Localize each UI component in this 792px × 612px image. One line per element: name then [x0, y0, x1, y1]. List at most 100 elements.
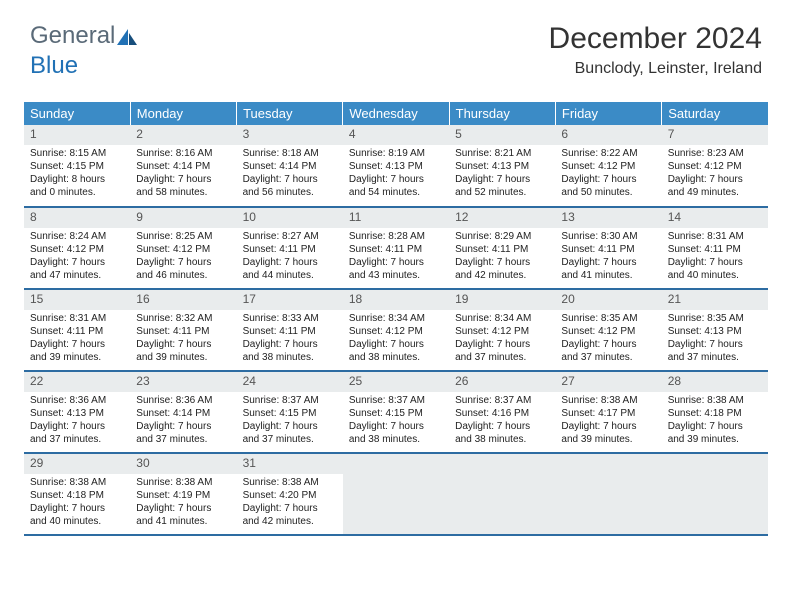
day-detail-line: Sunrise: 8:33 AM	[243, 312, 337, 325]
day-detail-line: Sunrise: 8:19 AM	[349, 147, 443, 160]
day-detail-line: and 41 minutes.	[561, 269, 655, 282]
day-detail-line: and 38 minutes.	[349, 433, 443, 446]
day-detail-line: and 41 minutes.	[136, 515, 230, 528]
day-detail-line: Sunset: 4:15 PM	[243, 407, 337, 420]
month-title: December 2024	[549, 22, 762, 56]
calendar-day-cell: 12Sunrise: 8:29 AMSunset: 4:11 PMDayligh…	[449, 207, 555, 289]
day-detail-line: and 42 minutes.	[455, 269, 549, 282]
day-detail-line: Sunset: 4:14 PM	[136, 407, 230, 420]
day-details: Sunrise: 8:37 AMSunset: 4:16 PMDaylight:…	[449, 392, 555, 450]
day-number: 8	[24, 208, 130, 228]
day-detail-line: Daylight: 7 hours	[136, 338, 230, 351]
day-number: 1	[24, 125, 130, 145]
day-details: Sunrise: 8:37 AMSunset: 4:15 PMDaylight:…	[237, 392, 343, 450]
day-details: Sunrise: 8:36 AMSunset: 4:14 PMDaylight:…	[130, 392, 236, 450]
calendar-day-cell: 26Sunrise: 8:37 AMSunset: 4:16 PMDayligh…	[449, 371, 555, 453]
day-number: 12	[449, 208, 555, 228]
day-detail-line: Daylight: 7 hours	[668, 338, 762, 351]
day-detail-line: Sunset: 4:12 PM	[349, 325, 443, 338]
day-details: Sunrise: 8:32 AMSunset: 4:11 PMDaylight:…	[130, 310, 236, 368]
day-detail-line: Sunset: 4:18 PM	[30, 489, 124, 502]
day-number: 29	[24, 454, 130, 474]
day-details: Sunrise: 8:16 AMSunset: 4:14 PMDaylight:…	[130, 145, 236, 203]
day-detail-line: and 39 minutes.	[561, 433, 655, 446]
day-detail-line: Sunrise: 8:31 AM	[30, 312, 124, 325]
day-detail-line: Sunrise: 8:34 AM	[349, 312, 443, 325]
day-number: 26	[449, 372, 555, 392]
day-details: Sunrise: 8:21 AMSunset: 4:13 PMDaylight:…	[449, 145, 555, 203]
day-number: 23	[130, 372, 236, 392]
day-detail-line: Sunset: 4:12 PM	[136, 243, 230, 256]
calendar-day-cell: 29Sunrise: 8:38 AMSunset: 4:18 PMDayligh…	[24, 453, 130, 535]
weekday-header: Friday	[555, 102, 661, 125]
calendar-day-cell: 27Sunrise: 8:38 AMSunset: 4:17 PMDayligh…	[555, 371, 661, 453]
day-detail-line: Daylight: 7 hours	[561, 256, 655, 269]
day-number: 19	[449, 290, 555, 310]
day-details: Sunrise: 8:38 AMSunset: 4:17 PMDaylight:…	[555, 392, 661, 450]
day-details: Sunrise: 8:29 AMSunset: 4:11 PMDaylight:…	[449, 228, 555, 286]
day-details: Sunrise: 8:18 AMSunset: 4:14 PMDaylight:…	[237, 145, 343, 203]
day-detail-line: Sunset: 4:11 PM	[561, 243, 655, 256]
day-detail-line: and 0 minutes.	[30, 186, 124, 199]
day-detail-line: Sunrise: 8:36 AM	[30, 394, 124, 407]
day-detail-line: and 56 minutes.	[243, 186, 337, 199]
day-detail-line: Sunrise: 8:38 AM	[136, 476, 230, 489]
day-detail-line: Sunset: 4:11 PM	[30, 325, 124, 338]
calendar-week-row: 29Sunrise: 8:38 AMSunset: 4:18 PMDayligh…	[24, 453, 768, 535]
day-detail-line: Sunset: 4:12 PM	[561, 325, 655, 338]
day-number: 10	[237, 208, 343, 228]
day-detail-line: Sunrise: 8:35 AM	[561, 312, 655, 325]
day-detail-line: Sunrise: 8:23 AM	[668, 147, 762, 160]
day-number: 4	[343, 125, 449, 145]
day-detail-line: Sunset: 4:12 PM	[668, 160, 762, 173]
calendar-day-cell: 16Sunrise: 8:32 AMSunset: 4:11 PMDayligh…	[130, 289, 236, 371]
day-detail-line: Sunrise: 8:37 AM	[455, 394, 549, 407]
calendar-day-cell: 25Sunrise: 8:37 AMSunset: 4:15 PMDayligh…	[343, 371, 449, 453]
day-details: Sunrise: 8:34 AMSunset: 4:12 PMDaylight:…	[449, 310, 555, 368]
weekday-header: Saturday	[662, 102, 768, 125]
day-detail-line: Daylight: 7 hours	[455, 338, 549, 351]
day-number: 20	[555, 290, 661, 310]
day-detail-line: Sunrise: 8:25 AM	[136, 230, 230, 243]
day-detail-line: Sunrise: 8:36 AM	[136, 394, 230, 407]
weekday-header: Thursday	[449, 102, 555, 125]
day-detail-line: Daylight: 7 hours	[349, 256, 443, 269]
day-detail-line: Sunset: 4:15 PM	[349, 407, 443, 420]
day-detail-line: Sunrise: 8:22 AM	[561, 147, 655, 160]
day-number: 11	[343, 208, 449, 228]
day-detail-line: and 38 minutes.	[455, 433, 549, 446]
day-detail-line: Sunrise: 8:38 AM	[668, 394, 762, 407]
day-detail-line: and 37 minutes.	[455, 351, 549, 364]
day-detail-line: Daylight: 7 hours	[349, 338, 443, 351]
day-detail-line: and 37 minutes.	[136, 433, 230, 446]
day-number: 7	[662, 125, 768, 145]
day-detail-line: Sunset: 4:17 PM	[561, 407, 655, 420]
logo: General Blue	[30, 22, 137, 80]
day-number: 15	[24, 290, 130, 310]
logo-text-part2: Blue	[30, 52, 78, 79]
day-detail-line: Sunset: 4:14 PM	[243, 160, 337, 173]
logo-text-part1: General	[30, 22, 115, 49]
calendar-day-cell	[555, 453, 661, 535]
calendar-day-cell: 9Sunrise: 8:25 AMSunset: 4:12 PMDaylight…	[130, 207, 236, 289]
day-detail-line: Sunset: 4:11 PM	[455, 243, 549, 256]
calendar-day-cell: 28Sunrise: 8:38 AMSunset: 4:18 PMDayligh…	[662, 371, 768, 453]
day-number: 14	[662, 208, 768, 228]
day-detail-line: Sunset: 4:11 PM	[136, 325, 230, 338]
calendar-day-cell: 3Sunrise: 8:18 AMSunset: 4:14 PMDaylight…	[237, 125, 343, 207]
day-detail-line: Sunrise: 8:35 AM	[668, 312, 762, 325]
calendar-day-cell: 6Sunrise: 8:22 AMSunset: 4:12 PMDaylight…	[555, 125, 661, 207]
calendar-week-row: 15Sunrise: 8:31 AMSunset: 4:11 PMDayligh…	[24, 289, 768, 371]
day-detail-line: Daylight: 7 hours	[561, 420, 655, 433]
day-detail-line: and 38 minutes.	[243, 351, 337, 364]
day-detail-line: Sunset: 4:13 PM	[455, 160, 549, 173]
day-number: 9	[130, 208, 236, 228]
day-detail-line: Daylight: 7 hours	[455, 420, 549, 433]
calendar-day-cell	[662, 453, 768, 535]
calendar-day-cell: 17Sunrise: 8:33 AMSunset: 4:11 PMDayligh…	[237, 289, 343, 371]
day-detail-line: Sunrise: 8:21 AM	[455, 147, 549, 160]
logo-sail-icon	[117, 24, 137, 52]
calendar-day-cell: 19Sunrise: 8:34 AMSunset: 4:12 PMDayligh…	[449, 289, 555, 371]
day-detail-line: Daylight: 7 hours	[30, 420, 124, 433]
day-number: 16	[130, 290, 236, 310]
